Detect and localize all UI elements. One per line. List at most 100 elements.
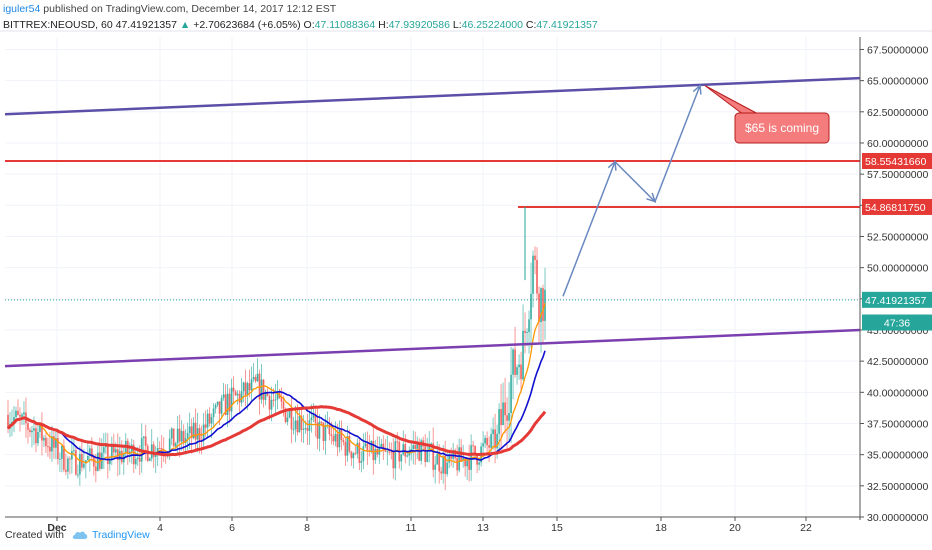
candle-body <box>274 399 277 401</box>
candle-body <box>144 436 147 446</box>
candle-body <box>224 394 227 415</box>
candle-body <box>176 428 179 444</box>
candle-body <box>496 433 498 449</box>
candle-body <box>238 393 241 403</box>
candle-body <box>502 402 504 426</box>
candle-body <box>280 397 283 402</box>
candle-body <box>386 451 389 453</box>
high-label: H: <box>378 19 389 31</box>
candle-body <box>43 437 45 441</box>
x-tick-label: 8 <box>304 522 310 534</box>
candle-body <box>510 374 512 414</box>
candle-body <box>76 474 79 476</box>
candle-body <box>106 444 109 465</box>
candle-body <box>402 444 405 455</box>
horizontal-lines <box>5 159 860 301</box>
candle-body <box>520 364 522 380</box>
candle-body <box>250 379 253 391</box>
candle-body <box>434 464 437 470</box>
x-tick-label: 6 <box>229 522 235 534</box>
x-tick-label: 4 <box>157 522 163 534</box>
candle-body <box>534 255 536 260</box>
candle-body <box>400 454 403 462</box>
candle-body <box>184 438 187 443</box>
arrowhead <box>646 192 657 203</box>
candle-body <box>442 455 445 474</box>
candle-body <box>220 397 223 414</box>
candle-body <box>446 462 449 475</box>
candle-body <box>218 401 221 414</box>
change: +2.70623684 (+6.05%) <box>193 19 301 31</box>
candle-body <box>212 408 215 418</box>
candle-body <box>394 441 397 469</box>
candle-body <box>444 455 447 475</box>
ma-fast-line <box>7 303 546 464</box>
candle-body <box>90 448 93 458</box>
candle-body <box>100 452 103 469</box>
candle-body <box>500 409 502 426</box>
candle-body <box>314 414 317 423</box>
published-text: published on TradingView.com, December 1… <box>43 3 337 15</box>
candle-body <box>19 414 21 417</box>
candle-body <box>516 367 518 375</box>
candle-body <box>484 437 487 444</box>
candle-body <box>448 454 451 463</box>
candle-body <box>114 449 117 453</box>
price-label-text: 54.86811750 <box>865 202 926 214</box>
candle-body <box>468 459 471 470</box>
price-label-box <box>862 291 932 308</box>
candle-body <box>188 426 191 433</box>
candle-body <box>7 414 9 429</box>
candle-body <box>486 437 489 446</box>
x-tick-label: 22 <box>800 522 812 534</box>
candle-body <box>190 426 193 439</box>
candle-body <box>306 428 309 431</box>
candle-body <box>536 259 538 294</box>
candle-body <box>264 391 267 400</box>
candle-body <box>66 458 69 472</box>
y-tick-label: 57.50000000 <box>867 169 928 181</box>
candle-body <box>92 457 95 467</box>
candle-body <box>33 428 35 431</box>
candle-body <box>358 442 361 463</box>
last-price: 47.41921357 <box>115 19 177 31</box>
candle-body <box>108 459 111 465</box>
candle-body <box>72 450 75 452</box>
close-value: 47.41921357 <box>536 19 598 31</box>
candle-body <box>39 422 41 432</box>
candle-body <box>540 288 542 323</box>
publish-info: iguler54 published on TradingView.com, D… <box>3 3 336 15</box>
candle-body <box>416 443 419 449</box>
y-tick-label: 62.50000000 <box>867 107 928 119</box>
x-tick-label: 11 <box>406 522 417 534</box>
x-tick-label: Dec <box>47 522 66 534</box>
candle-body <box>168 438 171 453</box>
candle-body <box>498 409 500 434</box>
candle-body <box>120 450 123 463</box>
arrowhead <box>607 160 617 171</box>
candle-body <box>338 429 341 448</box>
channel-top-line <box>4 76 861 116</box>
author-link[interactable]: iguler54 <box>3 3 41 15</box>
candle-body <box>374 449 377 461</box>
candle-body <box>31 430 33 433</box>
candle-body <box>310 417 313 421</box>
candle-body <box>514 349 516 375</box>
open-label: O: <box>303 19 315 31</box>
candle-body <box>348 436 351 452</box>
callout-text: $65 is coming <box>745 121 819 135</box>
candle-body <box>432 443 435 470</box>
candle-body <box>260 379 263 400</box>
candle-body <box>440 471 443 474</box>
tradingview-brand[interactable]: TradingView <box>91 529 150 541</box>
candle-body <box>474 445 477 456</box>
candle-body <box>424 446 427 463</box>
candle-body <box>482 443 485 447</box>
candle-body <box>23 412 25 415</box>
candle-body <box>272 399 275 401</box>
candle-body <box>412 445 415 450</box>
candle-body <box>300 415 303 430</box>
candle-body <box>262 379 265 400</box>
candle-body <box>268 395 271 410</box>
